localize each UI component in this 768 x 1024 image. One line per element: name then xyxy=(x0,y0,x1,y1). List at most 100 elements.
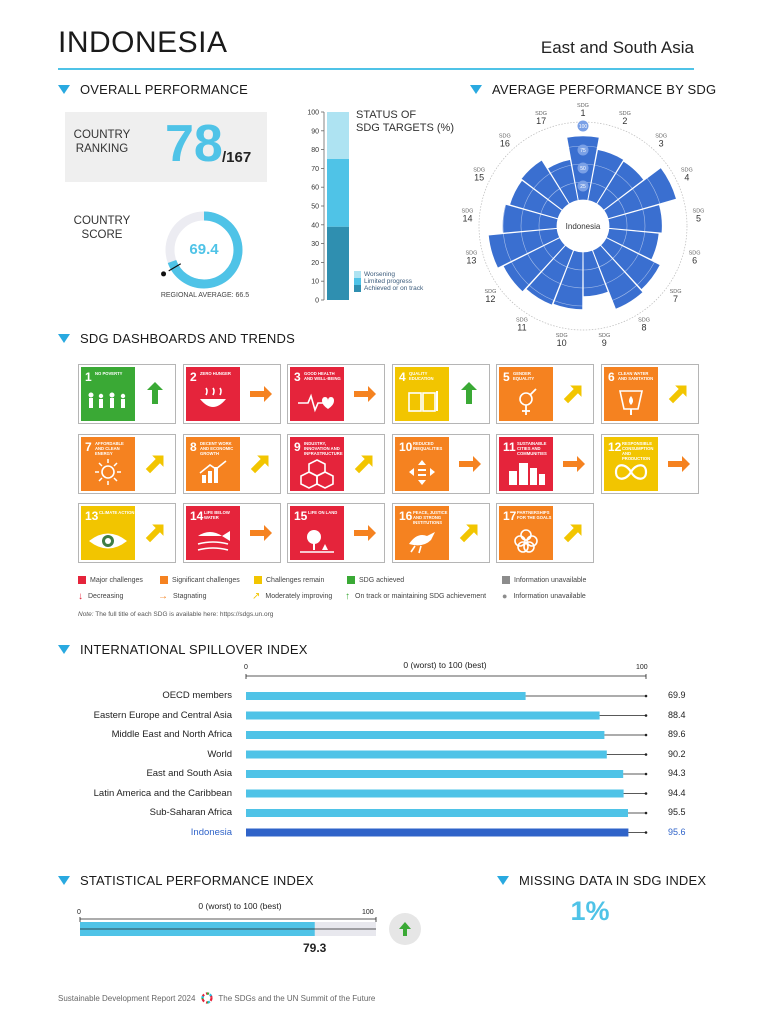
radial-ring-badge xyxy=(577,120,589,132)
gauge-fill xyxy=(165,211,243,289)
arrow-up-icon: ↑ xyxy=(345,591,350,602)
avg-sdg-title: AVERAGE PERFORMANCE BY SDG xyxy=(492,82,717,97)
note-label: Note: xyxy=(78,611,94,618)
spillover-end-dot xyxy=(644,831,648,834)
sdg-status-square: 5 Gender equality xyxy=(499,367,553,421)
sdg-tile-2[interactable]: 2 Zero hunger xyxy=(183,364,281,424)
sdg-title: Zero hunger xyxy=(200,371,231,376)
sdg-number: 4 xyxy=(399,370,406,384)
radial-sdg-number: 1 xyxy=(580,108,585,118)
status-tick-label: 80 xyxy=(311,147,319,154)
gender-icon xyxy=(499,387,553,419)
missing-title: MISSING DATA IN SDG INDEX xyxy=(519,873,707,888)
sdg-tile-1[interactable]: 1 No poverty xyxy=(78,364,176,424)
sdg-tile-4[interactable]: 4 Quality education xyxy=(392,364,490,424)
bowl-icon xyxy=(186,387,240,419)
triangle-bullet-icon xyxy=(470,85,482,94)
sdg-status-square: 9 Industry, innovation and infrastructure xyxy=(290,437,344,491)
status-bar-segment xyxy=(327,159,349,227)
avg-sdg-heading: AVERAGE PERFORMANCE BY SDG xyxy=(470,82,716,97)
status-legend-achieved: Achieved or on track xyxy=(354,285,423,292)
regional-average: REGIONAL AVERAGE: 66.5 xyxy=(160,292,250,299)
radial-sdg-number: 3 xyxy=(659,138,664,148)
regional-average-marker xyxy=(168,263,182,272)
triangle-bullet-icon xyxy=(497,876,509,885)
sdg-number: 9 xyxy=(294,440,301,454)
sdg-tile-16[interactable]: 16 Peace, justice and strong institutions xyxy=(392,503,490,563)
spillover-bar xyxy=(246,731,605,739)
trend-arrow-upright-icon xyxy=(560,381,586,407)
trend-arrow-up-icon xyxy=(142,381,168,407)
radial-sdg-number: 2 xyxy=(622,116,627,126)
score-value: 69.4 xyxy=(189,241,219,258)
sdg-status-square: 1 No poverty xyxy=(81,367,135,421)
radial-sdg-word: SDG xyxy=(484,289,496,295)
sdg-tile-6[interactable]: 6 Clean water and sanitation xyxy=(601,364,699,424)
sdg-tile-7[interactable]: 7 Affordable and clean energy xyxy=(78,434,176,494)
sdg-tile-17[interactable]: 17 Partnerships for the goals xyxy=(496,503,594,563)
spillover-row-value: 95.6 xyxy=(668,826,686,837)
spillover-row-value: 69.9 xyxy=(668,690,686,700)
equality-icon xyxy=(395,457,449,489)
status-tick-label: 50 xyxy=(311,204,319,211)
score-label-line2: SCORE xyxy=(81,229,123,241)
radial-sdg-word: SDG xyxy=(693,208,705,214)
trend-arrow-upright-icon xyxy=(142,520,168,546)
sdg-wheel-icon xyxy=(201,992,214,1004)
sdg-tile-14[interactable]: 14 Life below water xyxy=(183,503,281,563)
trend-legend-row: ↓ Decreasing → Stagnating ↗ Moderately impr… xyxy=(78,591,698,602)
sdg-tile-5[interactable]: 5 Gender equality xyxy=(496,364,594,424)
sdg-status-square: 15 Life on land xyxy=(290,506,344,560)
trend-arrow-up-icon xyxy=(456,381,482,407)
sdg-status-square: 16 Peace, justice and strong institutions xyxy=(395,506,449,560)
status-targets-title: STATUS OF SDG TARGETS (%) xyxy=(356,109,454,135)
trend-arrow-right-icon xyxy=(351,520,377,546)
dove-icon xyxy=(395,526,449,558)
radial-sdg-number: 10 xyxy=(557,338,567,348)
spillover-end-dot xyxy=(644,694,648,698)
sdg-status-square: 2 Zero hunger xyxy=(186,367,240,421)
radial-ring-badge xyxy=(577,162,589,174)
radial-sdg-word: SDG xyxy=(556,333,568,339)
sdg-title: Decent work and economic growth xyxy=(200,441,234,456)
spillover-row-value: 89.6 xyxy=(668,729,686,739)
sdg-number: 6 xyxy=(608,370,615,384)
status-tick-label: 40 xyxy=(311,222,319,229)
sdg-tile-11[interactable]: 11 Sustainable cities and communities xyxy=(496,434,594,494)
status-tick-label: 0 xyxy=(315,298,319,305)
overall-performance-heading: OVERALL PERFORMANCE xyxy=(58,82,248,97)
status-title-line2: SDG TARGETS (%) xyxy=(356,122,454,134)
spillover-row-value: 94.4 xyxy=(668,787,686,798)
spillover-row-label: Eastern Europe and Central Asia xyxy=(93,709,232,721)
sdg-tile-3[interactable]: 3 Good health and well-being xyxy=(287,364,385,424)
legend-trend-unavailable: ● Information unavailable xyxy=(502,591,586,601)
sdg-number: 3 xyxy=(294,370,301,384)
spillover-bar xyxy=(246,711,600,720)
dashboards-note: Note: The full title of each SDG is avai… xyxy=(78,611,273,618)
arrow-right-icon: → xyxy=(158,591,168,602)
sdg-status-square: 12 Responsible consumption and production xyxy=(604,437,658,491)
sdg-tile-15[interactable]: 15 Life on land xyxy=(287,503,385,563)
eye-icon xyxy=(81,526,135,558)
sdg-tile-8[interactable]: 8 Decent work and economic growth xyxy=(183,434,281,494)
sdg-tile-12[interactable]: 12 Responsible consumption and production xyxy=(601,434,699,494)
sdg-tile-9[interactable]: 9 Industry, innovation and infrastructure xyxy=(287,434,385,494)
sdg-title: Climate action xyxy=(99,510,135,515)
spillover-tick-max: 100 xyxy=(636,664,648,671)
dashboards-title: SDG DASHBOARDS AND TRENDS xyxy=(80,331,295,346)
radial-sdg-word: SDG xyxy=(473,167,485,173)
radial-ring-badge xyxy=(577,180,589,192)
status-bars xyxy=(327,112,349,300)
radial-ring-label: 100 xyxy=(579,124,588,130)
trend-arrow-right-icon xyxy=(456,451,482,477)
trend-arrow-upright-icon xyxy=(142,451,168,477)
sdg-tile-13[interactable]: 13 Climate action xyxy=(78,503,176,563)
sdg-title: Responsible consumption and production xyxy=(622,441,654,461)
sdg-title: Quality education xyxy=(409,371,434,381)
radial-center-label: Indonesia xyxy=(566,222,601,231)
status-ticks: 0 10 20 30 40 50 60 70 80 90 100 xyxy=(307,110,324,305)
status-tick-label: 60 xyxy=(311,185,319,192)
radial-sdg-number: 7 xyxy=(673,294,678,304)
sdg-tile-10[interactable]: 10 Reduced inequalities xyxy=(392,434,490,494)
sdg-status-square: 4 Quality education xyxy=(395,367,449,421)
